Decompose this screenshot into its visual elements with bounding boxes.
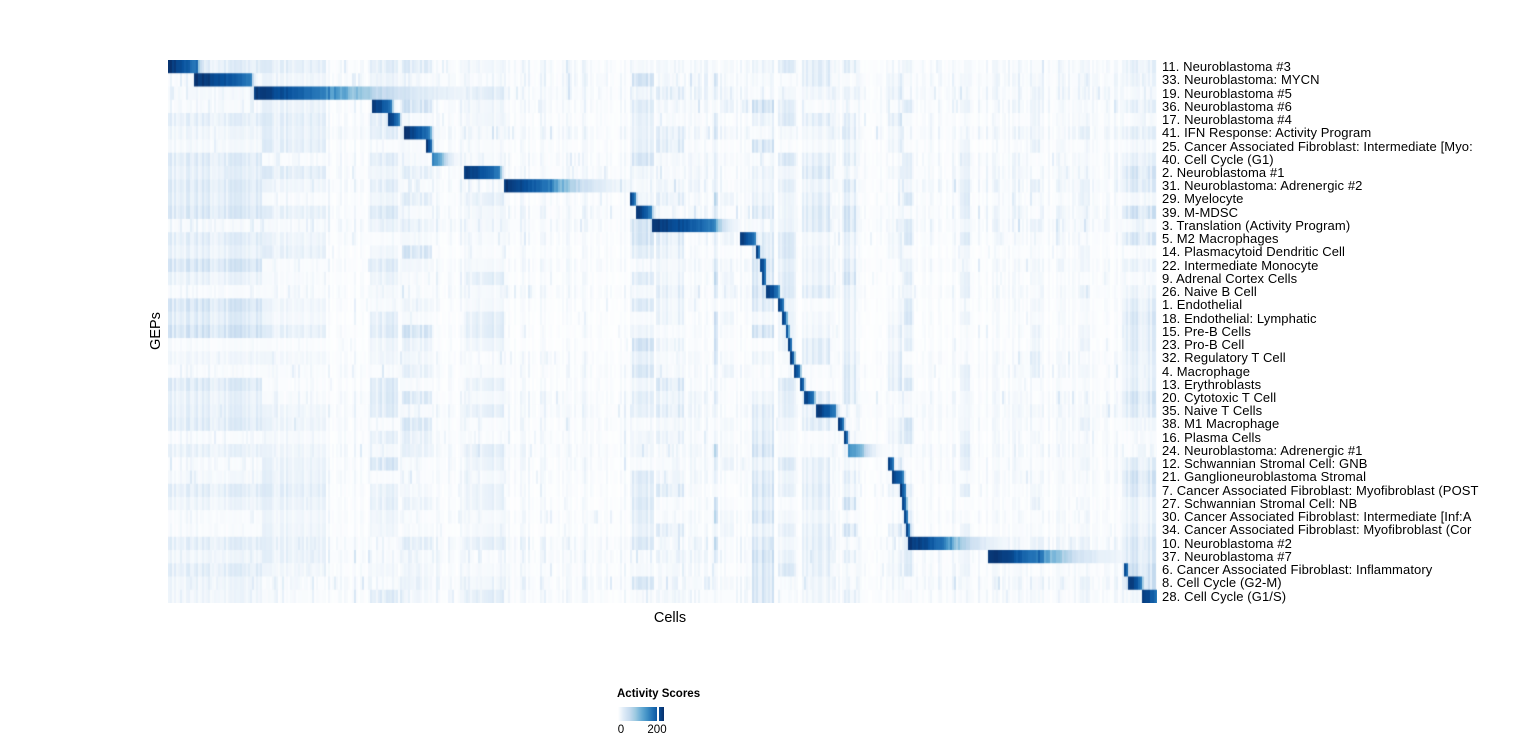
gep-row-label: 38. M1 Macrophage (1162, 416, 1280, 432)
gep-row-label: 25. Cancer Associated Fibroblast: Interm… (1162, 138, 1473, 154)
gep-row-label: 12. Schwannian Stromal Cell: GNB (1162, 456, 1368, 472)
gep-row-label: 20. Cytotoxic T Cell (1162, 389, 1277, 405)
gep-row-label: 11. Neuroblastoma #3 (1162, 59, 1291, 75)
gep-row-label: 28. Cell Cycle (G1/S) (1162, 588, 1287, 604)
gep-row-label: 9. Adrenal Cortex Cells (1162, 270, 1298, 286)
gep-row-label: 15. Pre-B Cells (1162, 323, 1251, 339)
gep-row-label: 19. Neuroblastoma #5 (1162, 85, 1292, 101)
legend-max-label: 200 (647, 724, 667, 736)
gep-row-label: 36. Neuroblastoma #6 (1162, 98, 1292, 114)
y-axis-label: GEPs (148, 312, 164, 350)
gep-row-label: 26. Naive B Cell (1162, 284, 1257, 300)
gep-row-label: 18. Endothelial: Lymphatic (1162, 310, 1317, 326)
gep-row-label: 41. IFN Response: Activity Program (1162, 125, 1372, 141)
gep-row-label: 1. Endothelial (1162, 297, 1243, 313)
gep-row-label: 24. Neuroblastoma: Adrenergic #1 (1162, 442, 1363, 458)
legend-tick-200 (657, 707, 659, 721)
gep-row-label: 22. Intermediate Monocyte (1162, 257, 1319, 273)
gep-row-label: 10. Neuroblastoma #2 (1162, 535, 1292, 551)
gep-row-label: 8. Cell Cycle (G2-M) (1162, 575, 1282, 591)
gep-row-label: 30. Cancer Associated Fibroblast: Interm… (1162, 509, 1472, 525)
gep-row-label: 31. Neuroblastoma: Adrenergic #2 (1162, 178, 1363, 194)
gep-row-label: 17. Neuroblastoma #4 (1162, 112, 1292, 128)
gep-row-label: 14. Plasmacytoid Dendritic Cell (1162, 244, 1346, 260)
activity-scores-legend: Activity Scores 0 200 (617, 688, 737, 743)
gep-row-label: 4. Macrophage (1162, 363, 1251, 379)
gep-row-label: 29. Myelocyte (1162, 191, 1244, 207)
x-axis-label: Cells (653, 610, 687, 626)
gep-row-label: 39. M-MDSC (1162, 204, 1239, 220)
gep-row-label: 16. Plasma Cells (1162, 429, 1262, 445)
gep-row-label: 23. Pro-B Cell (1162, 337, 1245, 353)
gep-row-label: 37. Neuroblastoma #7 (1162, 548, 1292, 564)
gep-row-label: 3. Translation (Activity Program) (1162, 217, 1351, 233)
gep-row-labels: 11. Neuroblastoma #3 33. Neuroblastoma: M… (1162, 59, 1540, 604)
heatmap-canvas (168, 60, 1157, 603)
gep-row-label: 21. Ganglioneuroblastoma Stromal (1162, 469, 1367, 485)
legend-gradient-bar (618, 707, 664, 721)
gep-row-label: 2. Neuroblastoma #1 (1162, 165, 1285, 180)
gep-row-label: 6. Cancer Associated Fibroblast: Inflamm… (1162, 562, 1433, 578)
gep-row-label: 13. Erythroblasts (1162, 376, 1262, 392)
legend-title: Activity Scores (617, 688, 701, 700)
gep-row-label: 27. Schwannian Stromal Cell: NB (1162, 495, 1358, 511)
gep-row-label: 5. M2 Macrophages (1162, 231, 1279, 247)
gep-row-label: 32. Regulatory T Cell (1162, 350, 1286, 366)
gep-row-label: 34. Cancer Associated Fibroblast: Myofib… (1162, 522, 1472, 538)
gep-row-label: 40. Cell Cycle (G1) (1162, 151, 1274, 167)
gep-row-label: 7. Cancer Associated Fibroblast: Myofibr… (1162, 482, 1479, 498)
legend-min-label: 0 (617, 724, 625, 736)
gep-row-label: 33. Neuroblastoma: MYCN (1162, 72, 1320, 88)
gep-row-label: 35. Naive T Cells (1162, 403, 1263, 419)
